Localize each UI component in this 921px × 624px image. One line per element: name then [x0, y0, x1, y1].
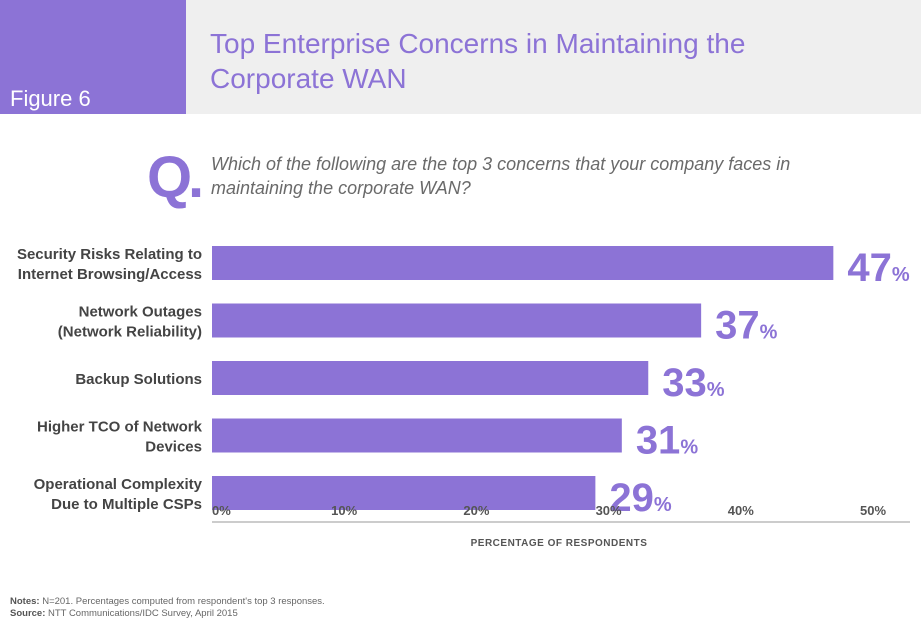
figure-label: Figure 6 [10, 86, 91, 111]
value-label: 37% [715, 304, 778, 348]
category-label: Operational Complexity Due to Multiple CS… [34, 476, 203, 513]
category-label: Higher TCO of Network Devices [37, 419, 203, 456]
source-line: Source: NTT Communications/IDC Survey, A… [10, 608, 325, 620]
category-label: Backup Solutions [75, 371, 202, 388]
question-text: Which of the following are the top 3 con… [211, 154, 791, 198]
notes-label: Notes: [10, 596, 40, 607]
value-label: 47% [847, 246, 910, 290]
x-axis-title: PERCENTAGE OF RESPONDENTS [471, 538, 648, 549]
x-tick-label: 40% [728, 503, 754, 518]
x-tick-label: 0% [212, 503, 231, 518]
bar [212, 303, 702, 338]
x-tick-label: 50% [860, 503, 886, 518]
bar-chart: Security Risks Relating to Internet Brows… [17, 246, 910, 549]
source-label: Source: [10, 608, 46, 619]
category-label: Network Outages (Network Reliability) [58, 304, 202, 341]
chart-title: Top Enterprise Concerns in Maintaining t… [210, 28, 746, 94]
category-label: Security Risks Relating to Internet Brows… [17, 246, 202, 283]
question-mark-dot: . [188, 145, 205, 210]
source-text: NTT Communications/IDC Survey, April 201… [45, 608, 238, 619]
value-label: 33% [662, 361, 725, 405]
footnotes: Notes: N=201. Percentages computed from … [10, 596, 325, 620]
bar [212, 361, 649, 395]
value-label: 31% [636, 419, 699, 463]
x-tick-label: 10% [331, 503, 357, 518]
notes-line: Notes: N=201. Percentages computed from … [10, 596, 325, 608]
question-mark-letter: Q [147, 145, 193, 210]
bar [212, 476, 596, 510]
x-tick-label: 30% [596, 503, 622, 518]
notes-text: N=201. Percentages computed from respond… [39, 596, 325, 607]
bar [212, 418, 622, 453]
x-tick-label: 20% [463, 503, 489, 518]
bar [212, 246, 834, 280]
figure-badge: Figure 6 [0, 0, 186, 114]
